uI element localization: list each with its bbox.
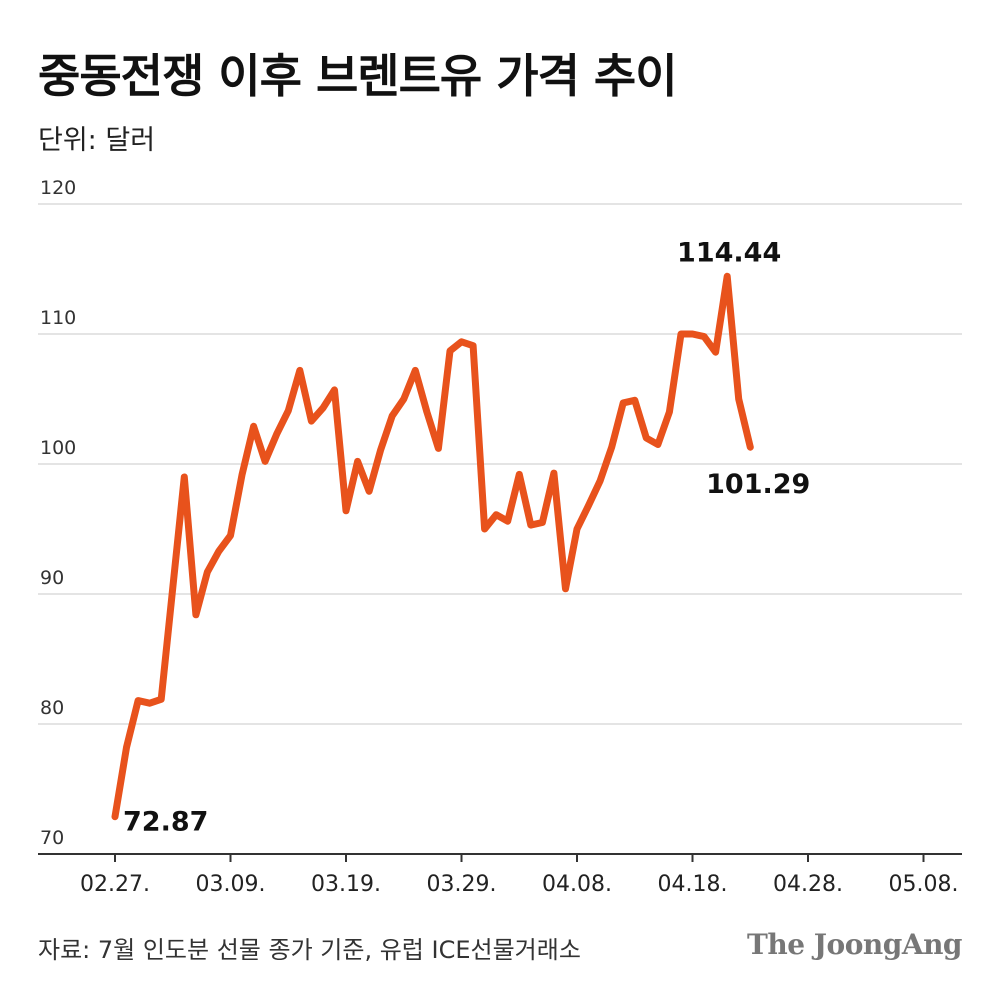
y-tick-label: 70: [40, 827, 64, 849]
series-line: [111, 272, 754, 821]
source-note: 자료: 7월 인도분 선물 종가 기준, 유럽 ICE선물거래소: [38, 936, 581, 964]
x-tick-label: 05.08.: [889, 872, 959, 897]
y-tick-label: 110: [40, 307, 76, 329]
data-label: 72.87: [123, 807, 208, 838]
data-label: 114.44: [677, 237, 781, 268]
y-tick-label: 120: [40, 177, 76, 199]
x-tick-label: 04.28.: [773, 872, 843, 897]
x-tick-label: 03.29.: [427, 872, 497, 897]
x-tick-label: 02.27.: [80, 872, 150, 897]
y-tick-label: 100: [40, 437, 76, 459]
chart-title: 중동전쟁 이후 브렌트유 가격 추이: [38, 49, 678, 103]
y-tick-label: 90: [40, 567, 64, 589]
x-tick-label: 03.19.: [311, 872, 381, 897]
data-label: 101.29: [706, 469, 810, 500]
y-tick-label: 80: [40, 697, 64, 719]
x-tick-label: 04.08.: [542, 872, 612, 897]
x-tick-label: 04.18.: [658, 872, 728, 897]
unit-label: 단위: 달러: [38, 125, 156, 156]
x-tick-label: 03.09.: [196, 872, 266, 897]
publisher-logo: The JoongAng: [747, 928, 962, 961]
